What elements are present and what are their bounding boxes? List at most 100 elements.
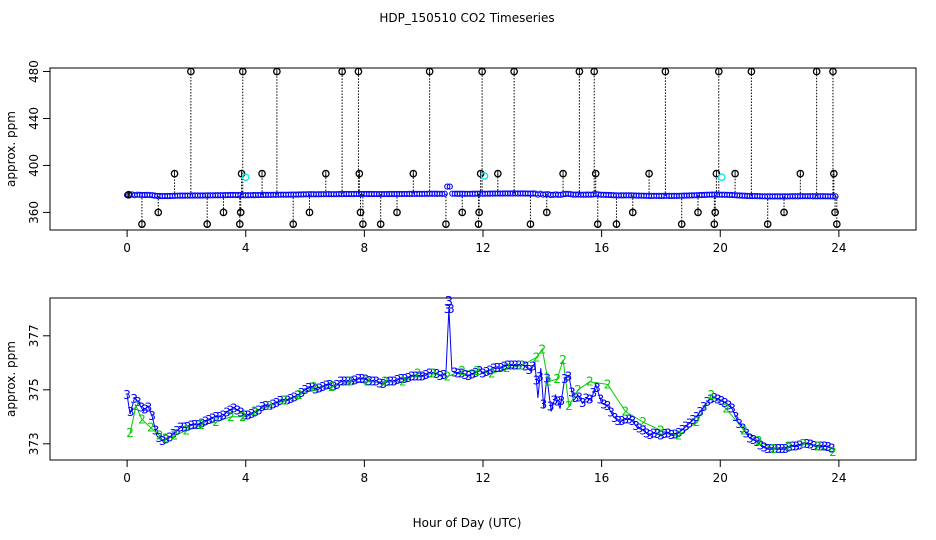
series-2-marker: 2: [212, 415, 220, 429]
series-3-marker: 3: [177, 421, 185, 435]
series-3-marker: 3: [294, 389, 302, 403]
series-3-marker: 3: [387, 375, 395, 389]
series-2-marker: 2: [829, 445, 837, 459]
series-2-marker: 2: [586, 375, 594, 389]
series-3-marker: 3: [305, 381, 313, 395]
series-2-marker: 2: [473, 364, 481, 378]
series-2-marker: 2: [381, 375, 389, 389]
series-3-marker: 3: [814, 440, 822, 454]
series-3-marker: 3: [401, 372, 409, 386]
series-3-marker: 3: [141, 403, 149, 417]
series-3-marker: 3: [241, 409, 249, 423]
bottom-ylabel: approx. ppm: [4, 341, 18, 417]
series-3-marker: 3: [212, 410, 220, 424]
series-3-marker: 3: [614, 414, 622, 428]
series-3-marker: 3: [198, 416, 206, 430]
series-3-marker: 3: [525, 363, 533, 377]
bottom-x-tick-label: 24: [831, 471, 846, 485]
bottom-x-tick-label: 0: [123, 471, 131, 485]
series-2-marker: 2: [755, 434, 763, 448]
series-3-marker: 3: [746, 431, 754, 445]
bottom-x-tick-label: 16: [594, 471, 609, 485]
series-3-marker: 3: [718, 394, 726, 408]
series-2-marker: 2: [785, 440, 793, 454]
series-2-marker: 2: [280, 394, 288, 408]
series-3-marker: 3: [127, 405, 135, 419]
series-3-marker: 3: [458, 367, 466, 381]
series-3-marker: 3: [234, 403, 242, 417]
series-3-marker: 3: [134, 395, 142, 409]
series-3-marker: 3: [579, 396, 587, 410]
series-3-marker: 3: [568, 386, 576, 400]
series-3-marker: 3: [138, 401, 146, 415]
series-3-marker: 3: [159, 434, 167, 448]
figure-title: HDP_150510 CO2 Timeseries: [379, 11, 554, 25]
top-x-tick-label: 8: [361, 241, 369, 255]
series-2-marker: 2: [171, 429, 179, 443]
series-2-marker: 2: [770, 442, 778, 456]
bottom-x-tick-label: 8: [361, 471, 369, 485]
series-3-marker: 3: [219, 409, 227, 423]
series-3-marker: 3: [728, 402, 736, 416]
series-3-marker: 3: [444, 302, 452, 316]
series-3-marker: 3: [618, 414, 626, 428]
series-3-marker: 3: [226, 403, 234, 417]
series-3-marker: 3: [501, 360, 509, 374]
series-3-marker: 3: [590, 386, 598, 400]
bottom-x-tick-label: 12: [475, 471, 490, 485]
top-y-tick-label: 480: [27, 60, 41, 83]
series-3-marker: 3: [490, 362, 498, 376]
series-2-marker: 2: [722, 402, 730, 416]
series-3-marker: 3: [469, 367, 477, 381]
series-3-marker: 3: [148, 409, 156, 423]
series-3-marker: 3: [807, 437, 815, 451]
series-3-marker: 3: [557, 394, 565, 408]
series-3-marker: 3: [817, 440, 825, 454]
series-3-marker: 3: [323, 378, 331, 392]
series-3-marker: 3: [369, 375, 377, 389]
series-2-marker: 2: [197, 418, 205, 432]
series-3-marker: 3: [255, 403, 263, 417]
series-3-marker: 3: [358, 372, 366, 386]
top-ylabel: approx. ppm: [4, 111, 18, 187]
series-3-marker: 3: [632, 419, 640, 433]
series-2-marker: 2: [740, 423, 748, 437]
series-3-marker: 3: [376, 376, 384, 390]
series-3-marker: 3: [646, 428, 654, 442]
series-3-marker: 3: [166, 430, 174, 444]
series-3-marker: 3: [799, 437, 807, 451]
series-2-marker: 2: [266, 399, 274, 413]
series-3-marker: 3: [675, 426, 683, 440]
series-3-marker: 3: [497, 361, 505, 375]
series-3-marker: 3: [540, 398, 548, 412]
series-3-marker: 3: [308, 381, 316, 395]
series-3-marker: 3: [810, 439, 818, 453]
series-3-marker: 3: [372, 375, 380, 389]
series-3-marker: 3: [597, 393, 605, 407]
series-3-marker: 3: [522, 360, 530, 374]
top-x-tick-label: 12: [475, 241, 490, 255]
baseline-point: [829, 193, 837, 200]
series-2-marker: 2: [503, 361, 511, 375]
series-3-marker: 3: [269, 397, 277, 411]
series-3-marker: 3: [436, 369, 444, 383]
series-3-marker: 3: [611, 411, 619, 425]
flag-point: [717, 173, 726, 182]
series-3-marker: 3: [604, 399, 612, 413]
series-3-marker: 3: [824, 440, 832, 454]
series-2-marker: 2: [708, 388, 716, 402]
series-3-marker: 3: [205, 413, 213, 427]
series-3-marker: 3: [130, 392, 138, 406]
series-3-marker: 3: [187, 418, 195, 432]
baseline-point: [832, 193, 839, 200]
series-3-marker: 3: [700, 400, 708, 414]
series-3-marker: 3: [315, 382, 323, 396]
series-3-marker: 3: [750, 433, 758, 447]
series-3-marker: 3: [283, 394, 291, 408]
series-3-marker: 3: [152, 424, 160, 438]
series-2-marker: 2: [693, 415, 701, 429]
series-3-marker: 3: [223, 405, 231, 419]
series-3-marker: 3: [636, 422, 644, 436]
series-3-marker: 3: [337, 375, 345, 389]
